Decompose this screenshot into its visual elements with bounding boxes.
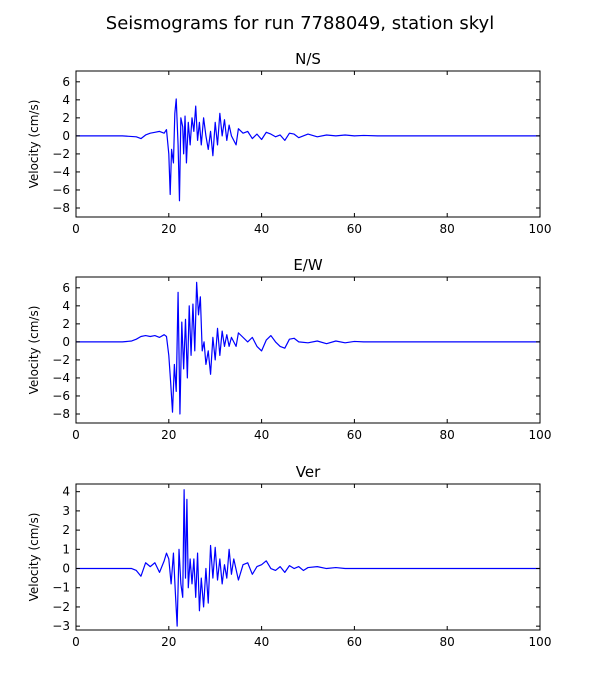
y-tick-label: 6 xyxy=(62,75,70,89)
x-tick-label: 100 xyxy=(529,428,552,442)
y-tick-label: −2 xyxy=(52,600,70,614)
y-tick-label: 0 xyxy=(62,335,70,349)
x-tick-label: 0 xyxy=(72,222,80,236)
series-line xyxy=(76,489,540,627)
y-tick-label: −8 xyxy=(52,201,70,215)
y-tick-label: −4 xyxy=(52,165,70,179)
y-tick-label: 2 xyxy=(62,317,70,331)
y-tick-label: 4 xyxy=(62,299,70,313)
series-line xyxy=(76,98,540,202)
y-tick-label: −4 xyxy=(52,371,70,385)
x-tick-label: 40 xyxy=(254,635,269,649)
series-line xyxy=(76,281,540,415)
y-tick-label: 1 xyxy=(62,542,70,556)
y-axis-label: Velocity (cm/s) xyxy=(27,306,41,395)
x-tick-label: 100 xyxy=(529,635,552,649)
x-tick-label: 0 xyxy=(72,635,80,649)
x-tick-label: 100 xyxy=(529,222,552,236)
y-tick-label: 3 xyxy=(62,504,70,518)
x-tick-label: 20 xyxy=(161,428,176,442)
panel-title: E/W xyxy=(293,256,323,274)
x-tick-label: 80 xyxy=(440,428,455,442)
panel-ns: N/S Velocity (cm/s) 0 20 40 60 80 100−8−6−4−2… xyxy=(27,50,551,236)
axes-frame xyxy=(75,483,541,631)
y-tick-label: 4 xyxy=(62,93,70,107)
y-tick-label: −6 xyxy=(52,183,70,197)
panel-title: Ver xyxy=(296,463,321,481)
y-axis-label: Velocity (cm/s) xyxy=(27,100,41,189)
panel-ew: E/W Velocity (cm/s) 0 20 40 60 80 100−8−6−4−2… xyxy=(27,256,551,442)
y-tick-label: 0 xyxy=(62,129,70,143)
x-tick-label: 0 xyxy=(72,428,80,442)
panel-ver: Ver Velocity (cm/s) 0 20 40 60 80 100 −3 −2 −1 0 1… xyxy=(27,463,551,649)
y-tick-label: −3 xyxy=(52,619,70,633)
x-tick-label: 40 xyxy=(254,428,269,442)
y-tick-label: −1 xyxy=(52,581,70,595)
y-tick-label: −6 xyxy=(52,389,70,403)
x-tick-label: 60 xyxy=(347,222,362,236)
x-tick-label: 60 xyxy=(347,428,362,442)
y-tick-label: 6 xyxy=(62,281,70,295)
x-tick-label: 20 xyxy=(161,222,176,236)
y-tick-label: 2 xyxy=(62,523,70,537)
figure-title: Seismograms for run 7788049, station sky… xyxy=(106,13,494,34)
x-tick-label: 40 xyxy=(254,222,269,236)
x-tick-label: 80 xyxy=(440,222,455,236)
y-tick-label: −2 xyxy=(52,147,70,161)
y-tick-label: −2 xyxy=(52,353,70,367)
y-tick-label: 4 xyxy=(62,485,70,499)
x-tick-label: 80 xyxy=(440,635,455,649)
axes-frame xyxy=(75,276,541,424)
y-tick-label: 2 xyxy=(62,111,70,125)
panel-title: N/S xyxy=(295,50,321,68)
y-axis-label: Velocity (cm/s) xyxy=(27,513,41,602)
x-tick-label: 20 xyxy=(161,635,176,649)
y-tick-label: 0 xyxy=(62,562,70,576)
axes-frame xyxy=(75,70,541,218)
x-tick-label: 60 xyxy=(347,635,362,649)
y-tick-label: −8 xyxy=(52,407,70,421)
